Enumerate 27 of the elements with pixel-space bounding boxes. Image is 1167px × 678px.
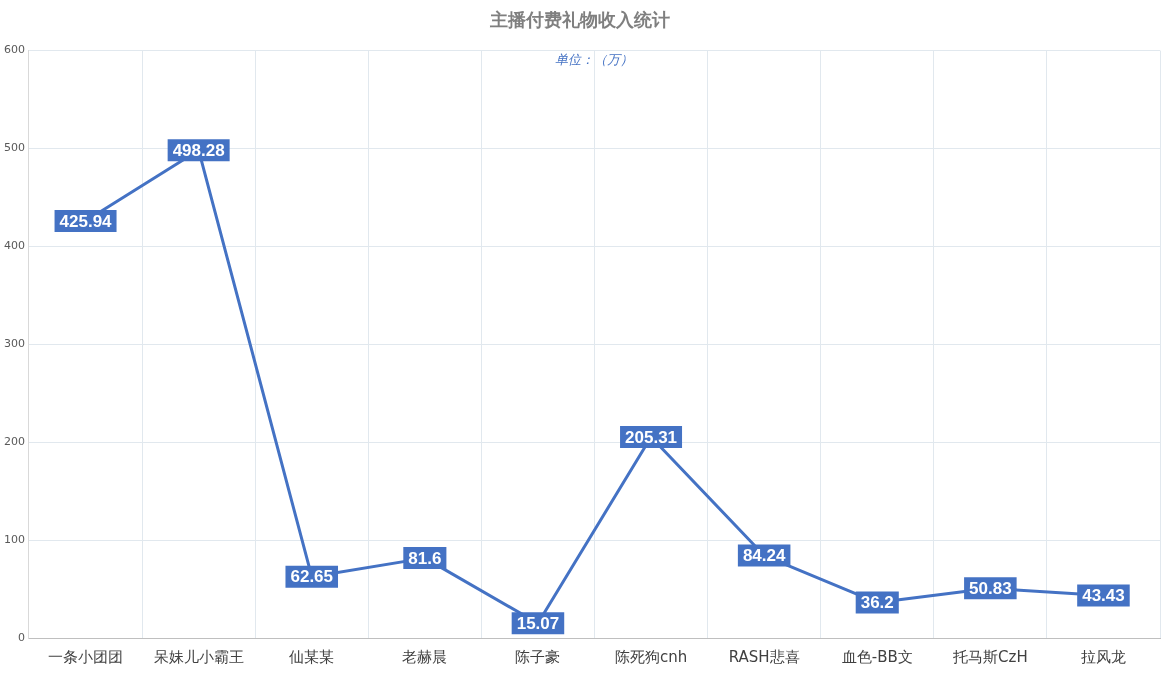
data-label: 84.24	[742, 546, 786, 566]
x-tick-label: 血色-BB文	[841, 647, 913, 666]
data-label: 43.43	[1082, 586, 1125, 606]
x-tick-label: 呆妹儿小霸王	[153, 647, 244, 666]
x-tick-label: 陈死狗cnh	[614, 647, 688, 666]
x-tick-label: 拉风龙	[1080, 647, 1126, 666]
y-tick-label: 300	[4, 337, 25, 351]
data-label: 498.28	[172, 140, 225, 160]
chart-title: 主播付费礼物收入统计	[489, 9, 670, 31]
x-tick-label: 老赫晨	[402, 647, 448, 666]
y-tick-label: 100	[4, 532, 25, 546]
data-label: 205.31	[625, 427, 678, 447]
data-label: 62.65	[290, 567, 334, 587]
x-tick-label: 陈子豪	[515, 647, 561, 666]
data-label: 15.07	[516, 613, 560, 633]
y-tick-label: 400	[4, 239, 25, 253]
x-tick-label: 仙某某	[289, 647, 335, 666]
x-tick-label: 一条小团团	[48, 647, 124, 666]
x-tick-label: RASH悲喜	[728, 647, 800, 666]
y-tick-label: 200	[4, 435, 25, 449]
x-tick-label: 托马斯CzH	[952, 647, 1028, 666]
data-label: 50.83	[969, 578, 1012, 598]
y-tick-label: 0	[18, 630, 25, 644]
y-tick-label: 600	[4, 43, 25, 57]
chart-subtitle: 单位：（万）	[555, 51, 634, 67]
data-label: 425.94	[59, 211, 113, 231]
y-tick-label: 500	[4, 141, 25, 155]
